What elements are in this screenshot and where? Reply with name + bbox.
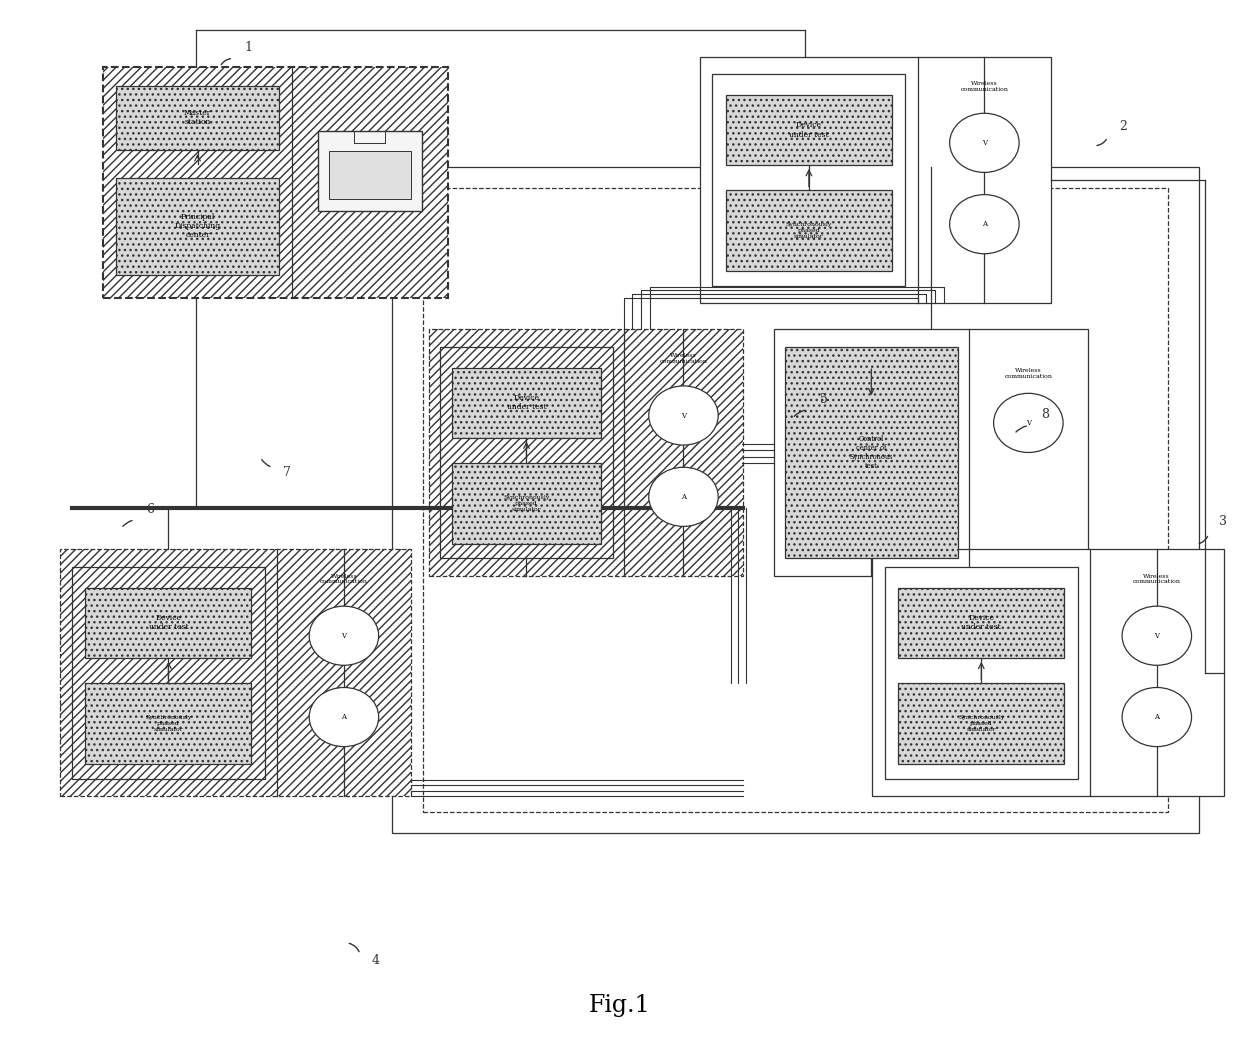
- FancyBboxPatch shape: [117, 86, 279, 150]
- FancyBboxPatch shape: [725, 190, 892, 271]
- Text: V: V: [681, 411, 686, 420]
- FancyBboxPatch shape: [86, 683, 252, 764]
- Text: 7: 7: [283, 466, 290, 479]
- Text: V: V: [982, 138, 987, 147]
- Text: Device
under test: Device under test: [149, 614, 188, 631]
- FancyBboxPatch shape: [701, 57, 1052, 303]
- Text: A: A: [982, 220, 987, 228]
- Text: Wireless
communication: Wireless communication: [320, 574, 368, 585]
- FancyBboxPatch shape: [117, 178, 279, 275]
- Text: V: V: [1154, 632, 1159, 639]
- Circle shape: [993, 393, 1063, 452]
- Text: Wireless
communication: Wireless communication: [660, 353, 708, 365]
- Circle shape: [649, 386, 718, 445]
- FancyBboxPatch shape: [429, 329, 743, 576]
- FancyBboxPatch shape: [86, 588, 252, 657]
- Text: 4: 4: [371, 953, 379, 967]
- Text: Synchronously
phased
simulator: Synchronously phased simulator: [959, 716, 1004, 731]
- Text: A: A: [341, 713, 346, 721]
- Text: Synchronously
phased
simulator: Synchronously phased simulator: [786, 222, 832, 239]
- Text: Synchronously
phased
simulator: Synchronously phased simulator: [145, 716, 192, 731]
- Circle shape: [309, 687, 378, 746]
- FancyBboxPatch shape: [60, 550, 410, 796]
- Text: Wireless
communication: Wireless communication: [1133, 574, 1180, 585]
- Text: Wireless
communication: Wireless communication: [1004, 368, 1053, 379]
- Text: Device
under test: Device under test: [507, 394, 547, 411]
- Text: 8: 8: [1042, 408, 1049, 422]
- FancyBboxPatch shape: [898, 588, 1064, 657]
- Text: Control
center of
Synchronous
test: Control center of Synchronous test: [849, 434, 893, 470]
- FancyBboxPatch shape: [873, 550, 1224, 796]
- FancyBboxPatch shape: [329, 151, 412, 199]
- Text: Device
under test: Device under test: [961, 614, 1001, 631]
- FancyBboxPatch shape: [785, 347, 957, 558]
- Text: Master
station: Master station: [184, 109, 211, 127]
- FancyBboxPatch shape: [72, 567, 265, 779]
- Text: V: V: [1025, 419, 1030, 427]
- Text: A: A: [1154, 713, 1159, 721]
- FancyBboxPatch shape: [453, 463, 600, 543]
- Text: Principal
Dispatching
center: Principal Dispatching center: [175, 214, 221, 240]
- FancyBboxPatch shape: [725, 95, 892, 165]
- Circle shape: [1122, 687, 1192, 746]
- Circle shape: [950, 194, 1019, 254]
- FancyBboxPatch shape: [774, 329, 1087, 576]
- FancyBboxPatch shape: [712, 74, 905, 285]
- Text: V: V: [341, 632, 346, 639]
- Circle shape: [950, 113, 1019, 172]
- FancyBboxPatch shape: [440, 347, 613, 558]
- Circle shape: [1122, 606, 1192, 665]
- Text: 5: 5: [820, 392, 827, 406]
- Circle shape: [649, 467, 718, 526]
- Text: Wireless
communication: Wireless communication: [961, 80, 1008, 92]
- Text: 1: 1: [244, 41, 253, 54]
- Text: 2: 2: [1118, 120, 1127, 133]
- Text: Synchronously
phased
simulator: Synchronously phased simulator: [503, 495, 549, 512]
- Text: Device
under test: Device under test: [789, 122, 828, 138]
- Text: A: A: [681, 493, 686, 501]
- FancyBboxPatch shape: [319, 130, 422, 211]
- FancyBboxPatch shape: [898, 683, 1064, 764]
- Text: 6: 6: [146, 503, 154, 516]
- FancyBboxPatch shape: [453, 368, 600, 438]
- Circle shape: [309, 606, 378, 665]
- FancyBboxPatch shape: [885, 567, 1078, 779]
- Text: Fig.1: Fig.1: [589, 995, 651, 1017]
- FancyBboxPatch shape: [103, 67, 448, 298]
- Text: 3: 3: [1219, 516, 1226, 528]
